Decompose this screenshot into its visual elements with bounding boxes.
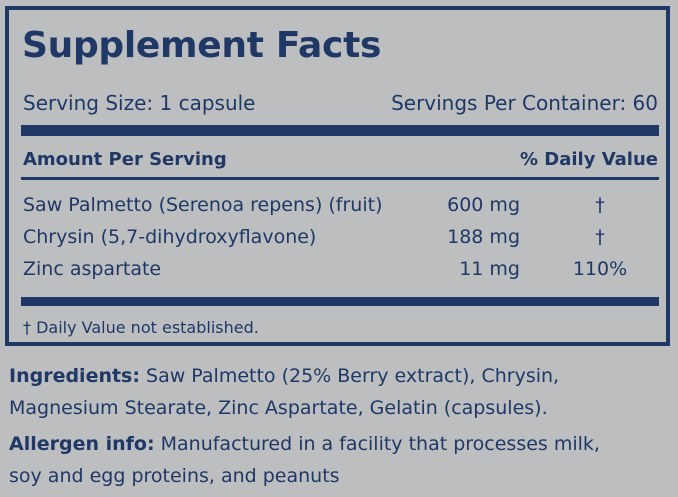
nutrient-name: Zinc aspartate <box>23 258 162 280</box>
supplement-facts-panel: Supplement Facts Serving Size: 1 capsule… <box>5 6 670 346</box>
allergen-label: Allergen info: <box>9 433 155 455</box>
nutrient-amount: 600 mg <box>447 194 520 216</box>
nutrient-daily-value: † <box>595 194 605 216</box>
allergen-line-2: soy and egg proteins, and peanuts <box>9 461 340 491</box>
nutrient-name: Saw Palmetto (Serenoa repens) (fruit) <box>23 194 383 216</box>
ingredients-line-1: Ingredients: Saw Palmetto (25% Berry ext… <box>9 361 559 391</box>
daily-value-header: % Daily Value <box>519 149 658 170</box>
nutrient-amount: 188 mg <box>447 226 520 248</box>
servings-per-container: Servings Per Container: 60 <box>391 91 658 115</box>
nutrient-row: Saw Palmetto (Serenoa repens) (fruit) 60… <box>9 192 666 224</box>
amount-per-serving-header: Amount Per Serving <box>23 149 227 170</box>
nutrient-daily-value: 110% <box>572 258 628 280</box>
allergen-text-2: soy and egg proteins, and peanuts <box>9 465 340 487</box>
nutrient-name: Chrysin (5,7-dihydroxyflavone) <box>23 226 317 248</box>
nutrient-row: Zinc aspartate 11 mg 110% <box>9 256 666 288</box>
ingredients-line-2: Magnesium Stearate, Zinc Aspartate, Gela… <box>9 393 548 423</box>
nutrient-amount: 11 mg <box>459 258 520 280</box>
panel-title: Supplement Facts <box>22 25 382 66</box>
nutrient-row: Chrysin (5,7-dihydroxyflavone) 188 mg † <box>9 224 666 256</box>
nutrient-daily-value: † <box>595 226 605 248</box>
allergen-line-1: Allergen info: Manufactured in a facilit… <box>9 429 600 459</box>
ingredients-text-2: Magnesium Stearate, Zinc Aspartate, Gela… <box>9 397 548 419</box>
header-divider <box>21 177 659 180</box>
ingredients-text-1: Saw Palmetto (25% Berry extract), Chrysi… <box>139 365 560 387</box>
serving-size: Serving Size: 1 capsule <box>23 91 256 115</box>
ingredients-label: Ingredients: <box>9 365 140 387</box>
thick-divider-top <box>21 125 659 136</box>
footnote: † Daily Value not established. <box>23 318 259 337</box>
allergen-text-1: Manufactured in a facility that processe… <box>154 433 600 455</box>
thick-divider-bottom <box>21 297 659 306</box>
